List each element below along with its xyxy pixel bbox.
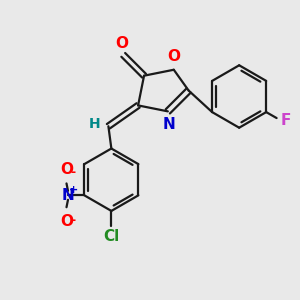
Text: O: O bbox=[60, 162, 73, 177]
Text: -: - bbox=[70, 214, 76, 227]
Text: -: - bbox=[70, 166, 76, 179]
Text: H: H bbox=[88, 117, 100, 131]
Text: O: O bbox=[167, 50, 180, 64]
Text: O: O bbox=[60, 214, 73, 229]
Text: F: F bbox=[280, 113, 290, 128]
Text: +: + bbox=[69, 185, 78, 195]
Text: Cl: Cl bbox=[103, 229, 119, 244]
Text: O: O bbox=[115, 36, 128, 51]
Text: N: N bbox=[61, 188, 74, 203]
Text: N: N bbox=[163, 117, 176, 132]
